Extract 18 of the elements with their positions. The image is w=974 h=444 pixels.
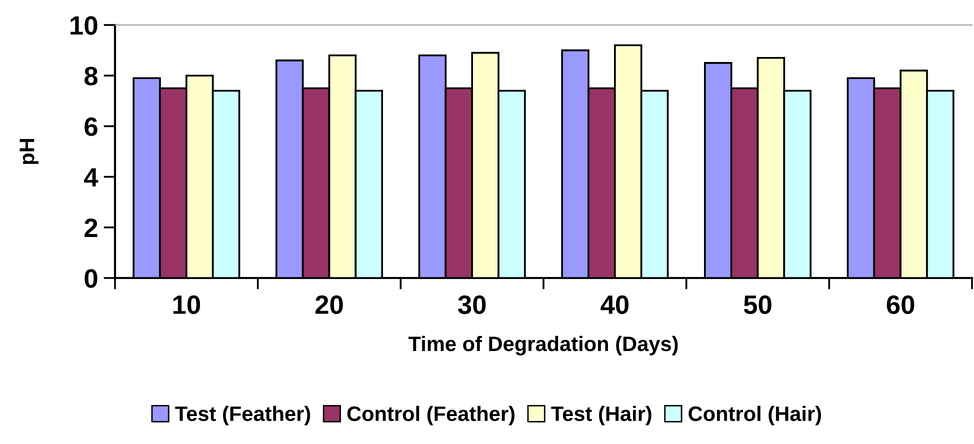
x-tick-label: 10 [173, 295, 200, 314]
x-tick-label: 30 [458, 295, 486, 314]
legend-label: Test (Feather) [175, 406, 310, 426]
y-tick-label: 8 [84, 66, 98, 86]
y-tick-label: 6 [84, 117, 98, 136]
legend-label: Control (Hair) [688, 406, 821, 426]
y-tick-label: 10 [70, 16, 98, 35]
x-tick-label: 20 [315, 295, 343, 314]
x-tick-label: 40 [600, 295, 629, 314]
legend-label: Test (Hair) [551, 406, 652, 426]
y-tick-label: 4 [84, 168, 98, 186]
x-tick-label: 60 [886, 295, 914, 314]
y-axis-title: pH [20, 139, 38, 164]
y-tick-label: 0 [84, 269, 98, 288]
y-tick-label: 2 [84, 218, 98, 237]
x-tick-label: 50 [744, 295, 772, 314]
x-axis-title: Time of Degradation (Days) [408, 336, 678, 356]
legend-label: Control (Feather) [347, 406, 514, 426]
